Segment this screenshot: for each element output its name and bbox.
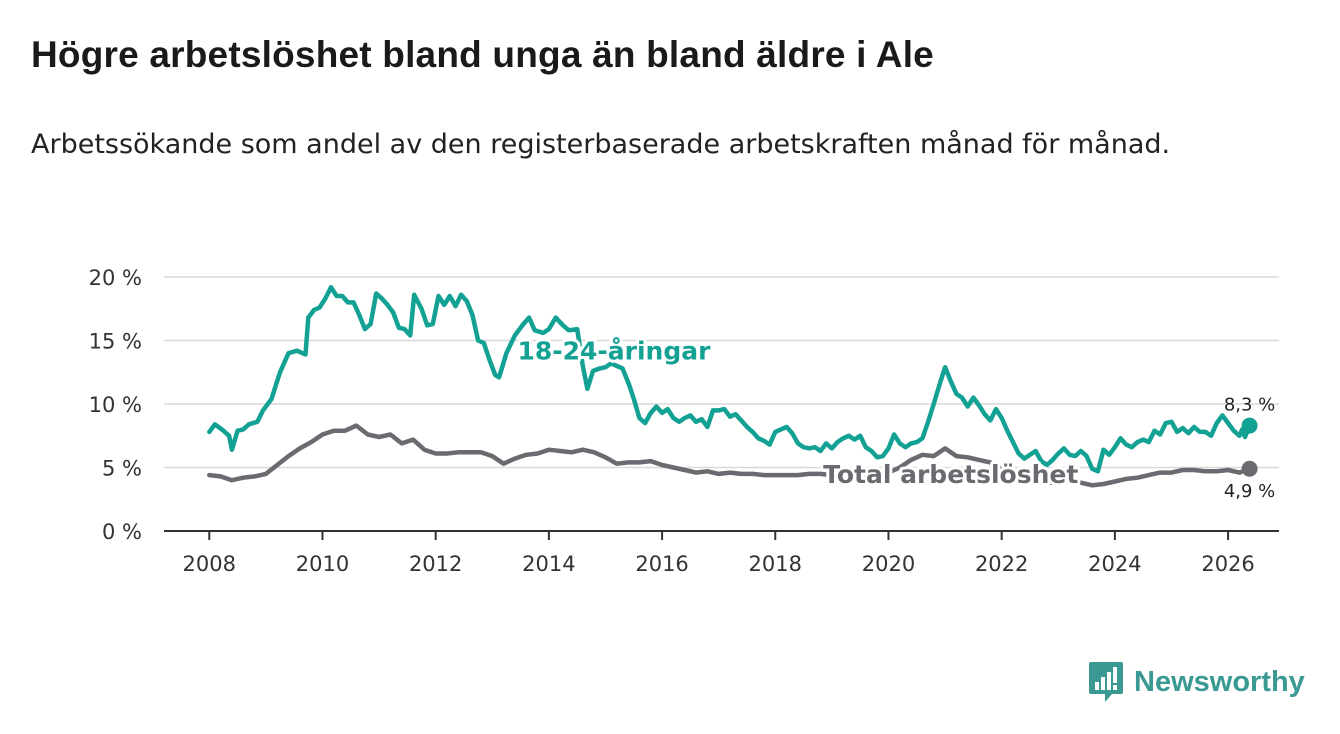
x-tick-label: 2008 (183, 552, 236, 576)
series-label: 18-24-åringar (517, 337, 711, 366)
y-tick-label: 5 % (102, 457, 142, 481)
x-tick-label: 2020 (862, 552, 915, 576)
series-layer (207, 284, 1258, 488)
x-tick-label: 2024 (1088, 552, 1141, 576)
x-tick-label: 2012 (409, 552, 462, 576)
series-end-marker-0 (1241, 417, 1258, 434)
y-tick-label: 0 % (102, 520, 142, 544)
series-end-marker-1 (1241, 460, 1258, 477)
x-tick-label: 2026 (1201, 552, 1254, 576)
x-axis (164, 530, 1279, 540)
x-tick-label: 2014 (522, 552, 575, 576)
series-line-0 (207, 284, 1252, 474)
label-layer: 0 % 5 % 10 % 15 % 20 % 2008 2010 2012 2014 2016 20… (89, 266, 1276, 576)
gridlines (164, 276, 1279, 469)
x-tick-label: 2022 (975, 552, 1028, 576)
series-line-1 (207, 423, 1252, 488)
end-value-label: 8,3 % (1224, 395, 1275, 416)
y-tick-label: 10 % (89, 393, 142, 417)
end-value-label: 4,9 % (1224, 481, 1275, 502)
brand-name: Newsworthy (1134, 665, 1305, 698)
chart-subtitle: Arbetssökande som andel av den registerb… (31, 129, 1171, 160)
y-tick-label: 20 % (89, 266, 142, 290)
x-tick-label: 2016 (635, 552, 688, 576)
series-label: Total arbetslöshet (823, 460, 1078, 489)
x-tick-label: 2018 (749, 552, 802, 576)
y-tick-label: 15 % (89, 330, 142, 354)
bar-chart-logo-icon (1089, 662, 1123, 702)
x-tick-label: 2010 (296, 552, 349, 576)
newsworthy-logo: Newsworthy (1088, 660, 1305, 704)
chart-title: Högre arbetslöshet bland unga än bland ä… (31, 34, 934, 75)
